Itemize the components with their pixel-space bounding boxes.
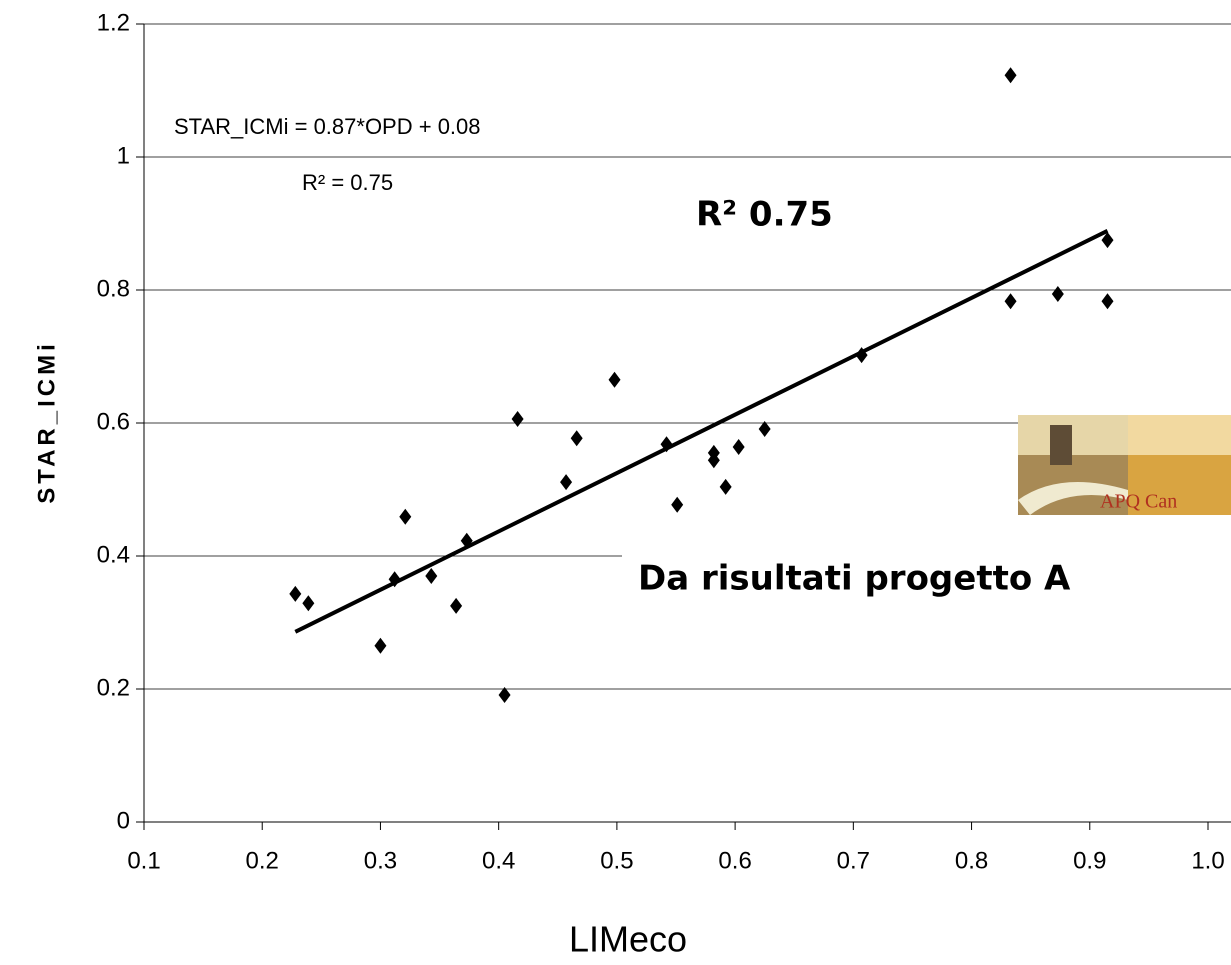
point [399,508,412,525]
point [855,347,868,364]
x-tick-label: 0.8 [955,847,988,874]
y-tick-label: 0.8 [97,275,130,302]
point [732,438,745,455]
trendline [294,229,1109,634]
point [660,436,673,453]
r-squared: R² = 0.75 [302,170,393,195]
logo-text: APQ Can [1100,491,1177,513]
point [1004,67,1017,84]
point [1051,285,1064,302]
r-squared-large: R² 0.75 [696,195,833,235]
x-tick-label: 0.6 [718,847,751,874]
y-tick-label: 0.4 [97,541,130,568]
point [374,637,387,654]
logo-sky [1018,415,1128,455]
point [671,496,684,513]
point [388,571,401,588]
x-tick-label: 1.0 [1191,847,1224,874]
equation: STAR_ICMi = 0.87*OPD + 0.08 [174,114,481,139]
x-axis-title: LIMeco [569,919,687,960]
point [570,430,583,447]
x-tick-label: 0.1 [127,847,160,874]
point [1101,293,1114,310]
point [608,371,621,388]
x-tick-label: 0.2 [246,847,279,874]
point [498,686,511,703]
x-tick-label: 0.3 [364,847,397,874]
x-tick-label: 0.5 [600,847,633,874]
y-tick-label: 1.2 [97,9,130,36]
point [1101,232,1114,249]
point [425,567,438,584]
y-tick-label: 0 [117,807,130,834]
point [289,585,302,602]
y-tick-label: 1 [117,142,130,169]
logo-tower [1050,425,1072,465]
y-tick-label: 0.6 [97,408,130,435]
point [460,532,473,549]
point [450,597,463,614]
note-bg [622,555,1231,605]
point [719,478,732,495]
x-tick-label: 0.7 [837,847,870,874]
point [1004,293,1017,310]
x-tick-label: 0.4 [482,847,515,874]
x-tick-label: 0.9 [1073,847,1106,874]
logo-river [1018,482,1128,515]
point [560,474,573,491]
y-axis-title: STAR_ICMi [33,340,60,504]
logo: APQ Can [1018,415,1231,515]
y-tick-label: 0.2 [97,674,130,701]
logo-band [1128,415,1231,455]
point [758,420,771,437]
point [511,411,524,428]
point [707,452,720,469]
source-note: Da risultati progetto A [638,559,1071,599]
point [302,595,315,612]
